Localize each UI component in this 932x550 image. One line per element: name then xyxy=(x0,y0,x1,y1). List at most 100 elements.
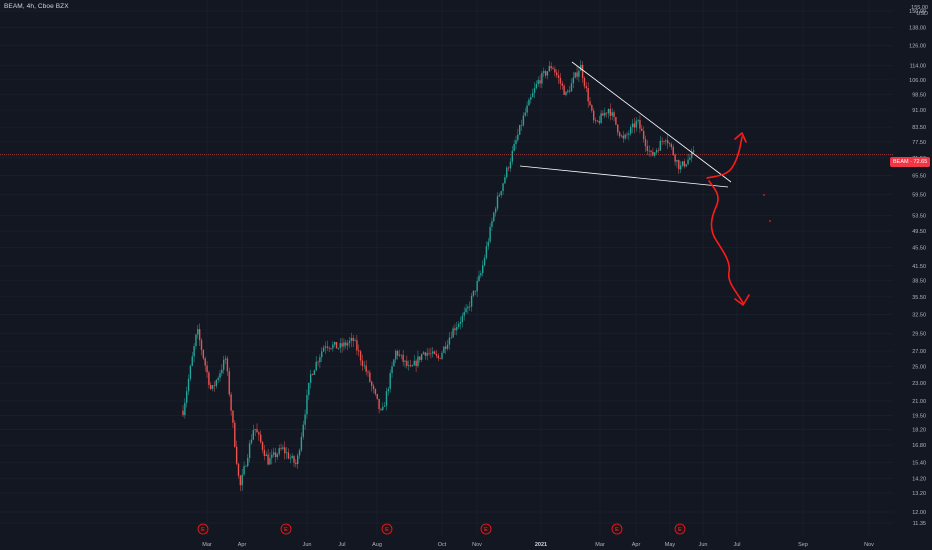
price-tick-label: 83.50 xyxy=(912,125,926,131)
candle-body xyxy=(260,434,262,443)
candle-body xyxy=(406,360,408,366)
earnings-label: E xyxy=(385,527,389,533)
price-tick-label: 11.35 xyxy=(913,521,926,527)
price-tick-label: 53.50 xyxy=(912,213,926,219)
candle-body xyxy=(465,308,467,313)
candle-body xyxy=(269,457,271,465)
candle-body xyxy=(567,90,569,92)
candle-body xyxy=(593,110,595,121)
up-arrow-path[interactable] xyxy=(706,136,743,179)
earnings-marker[interactable]: E xyxy=(480,523,492,535)
earnings-marker[interactable]: E xyxy=(381,523,393,535)
candle-body xyxy=(594,120,597,121)
candle-body xyxy=(443,346,445,353)
candle-body xyxy=(674,154,676,162)
price-axis[interactable]: 11.35 12.00 13.20 14.20 15.40 16.80 18.20 19.50… xyxy=(909,9,926,527)
price-tick-label: 23.00 xyxy=(912,381,926,387)
candle-body xyxy=(186,391,188,403)
candle-body xyxy=(511,150,513,162)
drawings[interactable] xyxy=(519,61,771,306)
candle-body xyxy=(206,365,208,373)
price-badge-symbol: BEAM xyxy=(893,159,909,165)
candle-body xyxy=(326,346,328,348)
price-tick-label: 35.50 xyxy=(912,295,926,301)
earnings-marker[interactable]: E xyxy=(674,523,686,535)
candle-body xyxy=(472,290,475,296)
candle-body xyxy=(378,398,380,409)
candle-body xyxy=(596,120,599,122)
candle-body xyxy=(483,257,486,266)
price-tick-label: 12.00 xyxy=(912,510,926,516)
price-tick-label: 16.80 xyxy=(912,443,926,449)
candle-body xyxy=(361,360,364,366)
candle-body xyxy=(432,351,434,354)
candle-body xyxy=(389,373,391,389)
candle-body xyxy=(454,328,456,331)
candle-body xyxy=(613,112,615,117)
price-tick-label: 21.00 xyxy=(912,399,926,405)
earnings-marker[interactable]: E xyxy=(197,523,209,535)
down-arrow-head[interactable] xyxy=(734,294,750,306)
candle-body xyxy=(243,466,245,475)
down-arrow-path[interactable] xyxy=(708,180,744,304)
candle-body xyxy=(280,448,282,449)
candle-body xyxy=(297,455,299,465)
candle-body xyxy=(624,134,626,139)
earnings-marker[interactable]: E xyxy=(280,523,292,535)
candle-body xyxy=(391,366,393,374)
candle-body xyxy=(184,402,186,416)
lower-trendline[interactable] xyxy=(519,165,729,188)
candle-body xyxy=(578,70,580,77)
symbol-title[interactable]: BEAM, 4h, Cboe BZX xyxy=(4,3,69,10)
time-tick-label: Nov xyxy=(864,542,874,548)
candle-body xyxy=(182,410,184,416)
candle-body xyxy=(285,452,288,454)
candle-body xyxy=(585,86,587,89)
candle-body xyxy=(689,157,691,160)
earnings-label: E xyxy=(678,527,682,533)
candle-body xyxy=(385,391,388,406)
candle-body xyxy=(470,295,473,307)
candle-body xyxy=(383,405,386,407)
candle-body xyxy=(650,150,652,152)
candle-body xyxy=(452,328,454,338)
candle-body xyxy=(422,352,425,355)
candle-body xyxy=(396,350,399,356)
candle-body xyxy=(654,152,656,156)
candle-body xyxy=(541,72,543,84)
time-tick-label: Jun xyxy=(303,542,312,548)
candle-body xyxy=(609,108,612,116)
candle-body xyxy=(691,152,693,158)
candles xyxy=(182,60,695,492)
candle-body xyxy=(306,395,308,415)
time-axis[interactable]: Mar Apr Jun Jul Aug Oct Nov 2021 Mar Apr May Jun Jul… xyxy=(202,542,874,548)
price-tick-label: 19.50 xyxy=(912,414,926,420)
candle-body xyxy=(589,101,591,106)
candle-body xyxy=(439,358,441,359)
candle-body xyxy=(457,323,460,328)
earnings-marker[interactable]: E xyxy=(611,523,623,535)
upper-trendline[interactable] xyxy=(571,61,732,183)
time-tick-label: Mar xyxy=(595,542,605,548)
price-tick-label: 106.00 xyxy=(909,78,926,84)
candle-body xyxy=(581,64,584,79)
time-tick-label: Apr xyxy=(632,542,641,548)
candle-body xyxy=(461,315,464,323)
candle-body xyxy=(607,108,610,114)
up-arrow-head[interactable] xyxy=(734,132,747,143)
price-tick-label: 18.20 xyxy=(912,427,926,433)
candle-body xyxy=(678,160,680,170)
candle-body xyxy=(667,140,669,144)
candle-body xyxy=(487,241,489,247)
candle-body xyxy=(226,358,229,372)
candle-body xyxy=(583,78,586,87)
candle-body xyxy=(252,430,254,440)
candle-body xyxy=(672,147,674,155)
candle-body xyxy=(591,105,593,111)
price-tick-label: 91.00 xyxy=(912,108,926,114)
candle-body xyxy=(480,273,482,276)
price-tick-label: 45.50 xyxy=(912,246,926,252)
